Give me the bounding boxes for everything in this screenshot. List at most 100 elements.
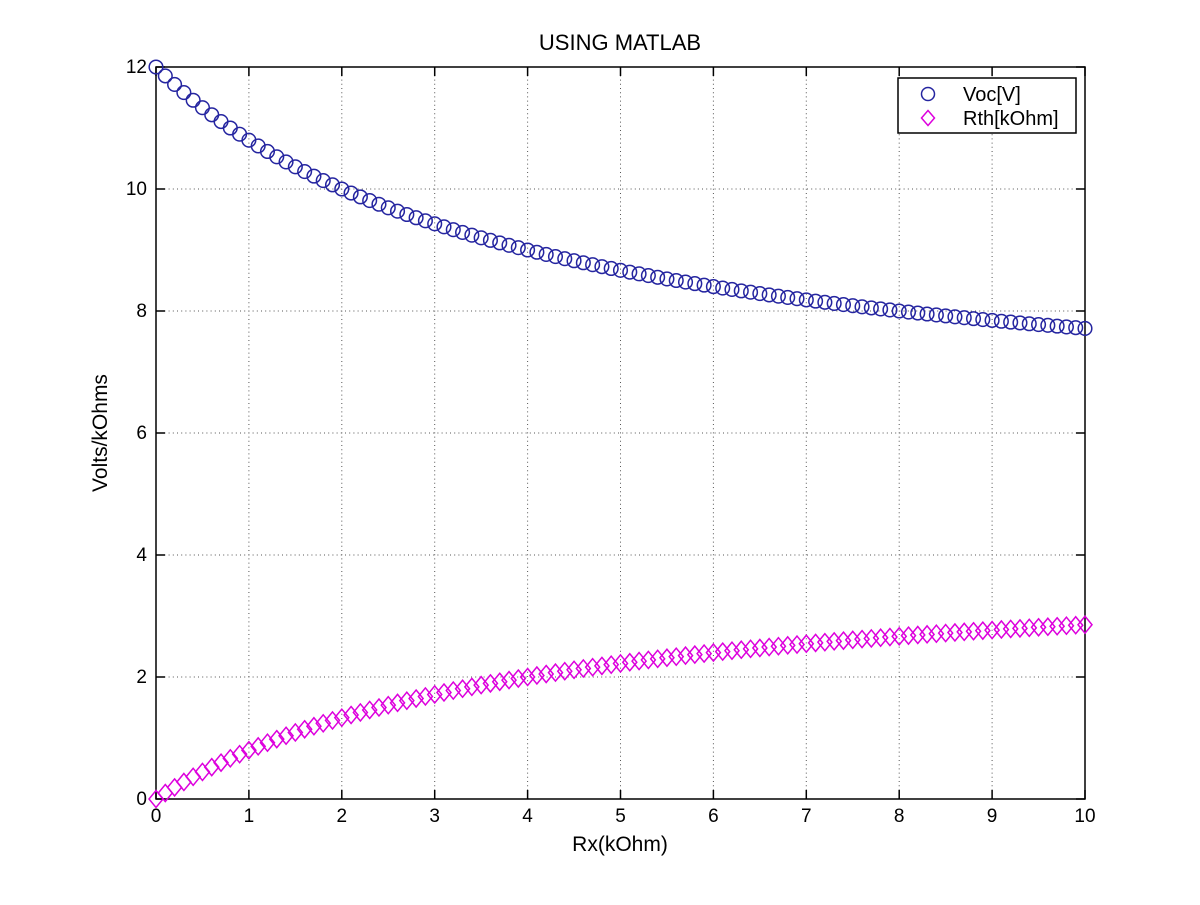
x-tick-label: 6 [708,806,719,827]
rth-marker [826,631,843,652]
voc-marker [222,120,238,136]
voc-marker [585,257,601,273]
voc-marker [324,177,341,193]
rth-marker [519,667,536,687]
voc-marker [399,206,415,223]
voc-marker [696,277,712,293]
rth-marker [640,650,657,670]
rth-marker [343,705,360,725]
voc-marker [538,246,554,263]
voc-marker [427,216,443,232]
voc-marker [873,301,889,317]
voc-marker [213,113,229,130]
rth-marker [213,752,230,773]
voc-marker [743,284,759,300]
voc-marker [389,203,406,219]
voc-marker [631,266,647,282]
rth-marker [696,643,713,664]
voc-marker [501,237,517,253]
y-tick-label: 8 [136,301,147,322]
rth-marker [863,628,880,649]
voc-marker [315,173,331,189]
voc-marker [687,276,703,292]
voc-marker [780,289,796,306]
rth-marker [714,641,731,662]
y-tick-label: 0 [136,789,147,810]
rth-marker [1058,616,1075,636]
voc-marker [845,298,861,314]
voc-marker [854,299,870,315]
voc-marker [761,287,777,303]
voc-marker [380,200,396,216]
rth-marker [946,622,963,643]
rth-marker [612,653,629,674]
rth-marker [240,740,257,760]
voc-marker [640,268,656,284]
rth-marker [593,656,610,676]
rth-marker [1021,618,1038,638]
voc-marker [724,281,740,298]
voc-marker [900,304,917,320]
rth-marker [1077,615,1093,635]
rth-marker [1039,617,1056,637]
rth-marker [185,767,202,787]
y-axis-label: Volts/kOhms [89,374,112,492]
x-tick-label: 10 [1074,806,1095,827]
rth-marker [900,625,917,646]
plot-title: USING MATLAB [539,30,701,55]
rth-marker [473,675,490,695]
x-tick-label: 9 [987,806,998,827]
rth-marker [175,772,192,792]
y-tick-label: 12 [126,57,147,78]
rth-marker [380,695,397,715]
voc-marker [575,255,591,271]
voc-marker [1068,320,1084,336]
voc-marker [362,193,378,209]
voc-marker [185,92,201,108]
rth-marker [463,677,480,697]
voc-marker [965,311,982,327]
x-tick-label: 0 [151,806,162,827]
voc-marker [668,272,684,289]
legend-rth-marker-icon [920,109,936,127]
rth-marker [621,652,638,672]
voc-marker [650,269,666,285]
rth-marker [807,633,824,653]
voc-marker [919,306,935,322]
voc-marker [603,260,619,277]
rth-marker [482,673,499,694]
voc-marker [808,293,824,309]
voc-marker [436,219,452,235]
voc-marker [408,210,424,226]
voc-marker [733,283,749,299]
y-tick-label: 10 [126,179,147,200]
rth-marker [603,654,620,675]
rth-marker [250,736,267,757]
voc-marker [928,307,944,323]
voc-marker [882,302,898,318]
legend-rth-label: Rth[kOhm] [963,108,1059,130]
rth-marker [733,640,750,660]
rth-marker [789,634,805,655]
grid-layer [156,67,1085,799]
voc-marker [798,292,814,308]
voc-marker [259,143,276,160]
rth-marker [203,757,220,777]
rth-marker [956,622,973,642]
voc-marker [148,59,164,75]
voc-marker [269,149,285,165]
rth-marker [919,624,936,645]
voc-marker [910,305,926,321]
voc-marker [464,227,480,243]
rth-marker [333,708,350,728]
rth-marker [417,686,434,707]
voc-marker [297,164,313,180]
rth-marker [305,716,322,736]
voc-marker [891,303,907,319]
rth-marker [761,637,778,657]
rth-marker [324,710,341,731]
rth-marker [1049,616,1066,636]
y-tick-label: 6 [136,423,147,444]
